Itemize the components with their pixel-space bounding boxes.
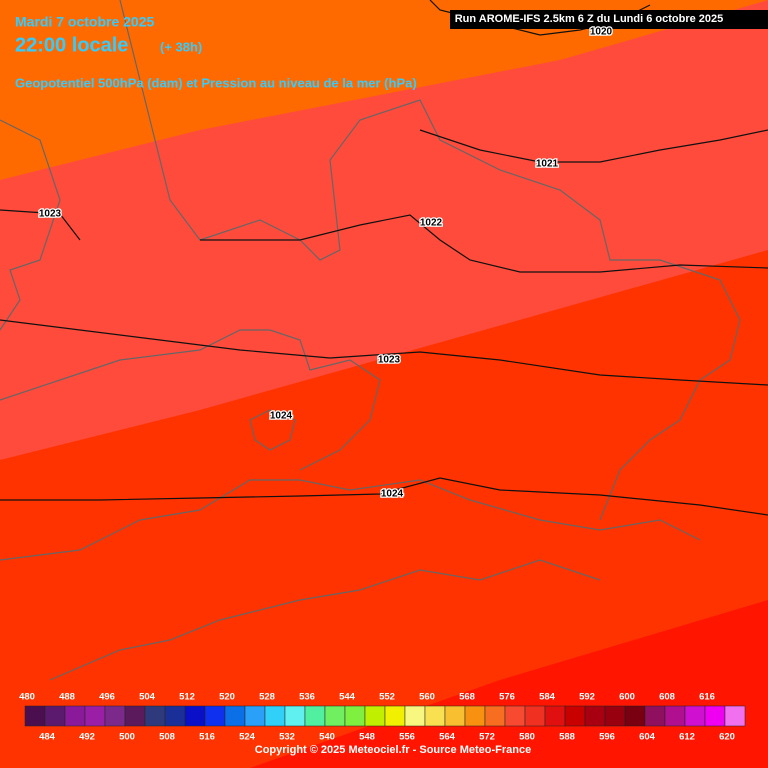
color-swatch [144, 705, 166, 727]
color-swatch [384, 705, 406, 727]
colorbar-tick-label: 496 [99, 692, 115, 703]
colorbar-tick-label: 512 [179, 692, 195, 703]
colorbar-tick-label: 568 [459, 692, 475, 703]
color-swatch [244, 705, 266, 727]
color-swatch [544, 705, 566, 727]
colorbar-tick-label: 520 [219, 692, 235, 703]
color-swatch [184, 705, 206, 727]
colorbar-tick-label: 572 [479, 732, 495, 743]
color-swatch [724, 705, 746, 727]
color-swatch [24, 705, 46, 727]
colorbar-tick-label: 612 [679, 732, 695, 743]
colorbar-tick-label: 488 [59, 692, 75, 703]
coastlines [0, 0, 741, 681]
colorbar-tick-label: 480 [19, 692, 35, 703]
colorbar-tick-label: 580 [519, 732, 535, 743]
color-swatch [64, 705, 86, 727]
color-swatch [524, 705, 546, 727]
colorbar-tick-label: 544 [339, 692, 356, 703]
colorbar-tick-label: 532 [279, 732, 295, 743]
isobar-label: 1023 [39, 209, 62, 220]
isobar-labels: 1020 1021 1023 1022 1023 1024 1024 [38, 25, 614, 501]
forecast-date: Mardi 7 octobre 2025 [15, 14, 154, 30]
color-swatch [264, 705, 286, 727]
color-swatch [304, 705, 326, 727]
color-swatch [104, 705, 126, 727]
colorbar-tick-label: 584 [539, 692, 556, 703]
color-swatch [464, 705, 486, 727]
colorbar-tick-label: 576 [499, 692, 515, 703]
colorbar-tick-label: 548 [359, 732, 375, 743]
color-swatch [444, 705, 466, 727]
lead-time: (+ 38h) [160, 39, 202, 54]
colorbar-tick-label: 564 [439, 732, 456, 743]
color-swatch [324, 705, 346, 727]
color-swatch [364, 705, 386, 727]
colorbar-tick-label: 592 [579, 692, 595, 703]
colorbar-tick-label: 604 [639, 732, 656, 743]
colorbar-tick-label: 596 [599, 732, 615, 743]
colorbar-tick-label: 556 [399, 732, 415, 743]
colorbar: 480 484 488 492 496 500 504 508 512 516 520 524 528 5… [19, 692, 746, 743]
color-swatch [424, 705, 446, 727]
color-swatch [644, 705, 666, 727]
color-swatch [164, 705, 186, 727]
parameter: Geopotentiel 500hPa (dam) et Pression au… [15, 75, 417, 90]
color-swatch [564, 705, 586, 727]
color-swatch [584, 705, 606, 727]
color-swatch [604, 705, 626, 727]
colorbar-tick-label: 536 [299, 692, 315, 703]
colorbar-tick-label: 588 [559, 732, 575, 743]
forecast-time: 22:00 locale [15, 34, 128, 56]
colorbar-tick-label: 492 [79, 732, 95, 743]
color-swatch [284, 705, 306, 727]
colorbar-tick-label: 540 [319, 732, 335, 743]
colorbar-tick-label: 560 [419, 692, 435, 703]
isobar-label: 1023 [378, 355, 401, 366]
isobar-label: 1020 [590, 27, 613, 38]
color-swatch [84, 705, 106, 727]
color-swatch [624, 705, 646, 727]
copyright: Copyright © 2025 Meteociel.fr - Source M… [255, 744, 531, 756]
colorbar-tick-label: 508 [159, 732, 175, 743]
isobars [0, 0, 768, 516]
isobar-label: 1024 [270, 411, 293, 422]
colorbar-tick-label: 552 [379, 692, 395, 703]
color-swatch [344, 705, 366, 727]
colorbar-tick-label: 528 [259, 692, 275, 703]
colorbar-tick-label: 616 [699, 692, 715, 703]
colorbar-tick-label: 500 [119, 732, 135, 743]
run-box [450, 10, 768, 29]
isobar-label: 1021 [536, 159, 559, 170]
colorbar-tick-label: 620 [719, 732, 735, 743]
colorbar-tick-label: 484 [39, 732, 56, 743]
colorbar-tick-label: 608 [659, 692, 675, 703]
color-swatch [664, 705, 686, 727]
colorbar-tick-label: 504 [139, 692, 156, 703]
color-swatch [704, 705, 726, 727]
band-580 [0, 250, 768, 768]
colorbar-tick-label: 600 [619, 692, 635, 703]
colorbar-tick-label: 516 [199, 732, 215, 743]
color-swatch [504, 705, 526, 727]
color-swatch [684, 705, 706, 727]
color-swatch [224, 705, 246, 727]
colorbar-tick-label: 524 [239, 732, 256, 743]
color-swatch [44, 705, 66, 727]
color-swatch [484, 705, 506, 727]
color-swatch [124, 705, 146, 727]
isobar-label: 1024 [381, 489, 404, 500]
run-info: Run AROME-IFS 2.5km 6 Z du Lundi 6 octob… [455, 13, 724, 25]
isobar-label: 1022 [420, 218, 443, 229]
color-swatch [204, 705, 226, 727]
color-swatch [404, 705, 426, 727]
